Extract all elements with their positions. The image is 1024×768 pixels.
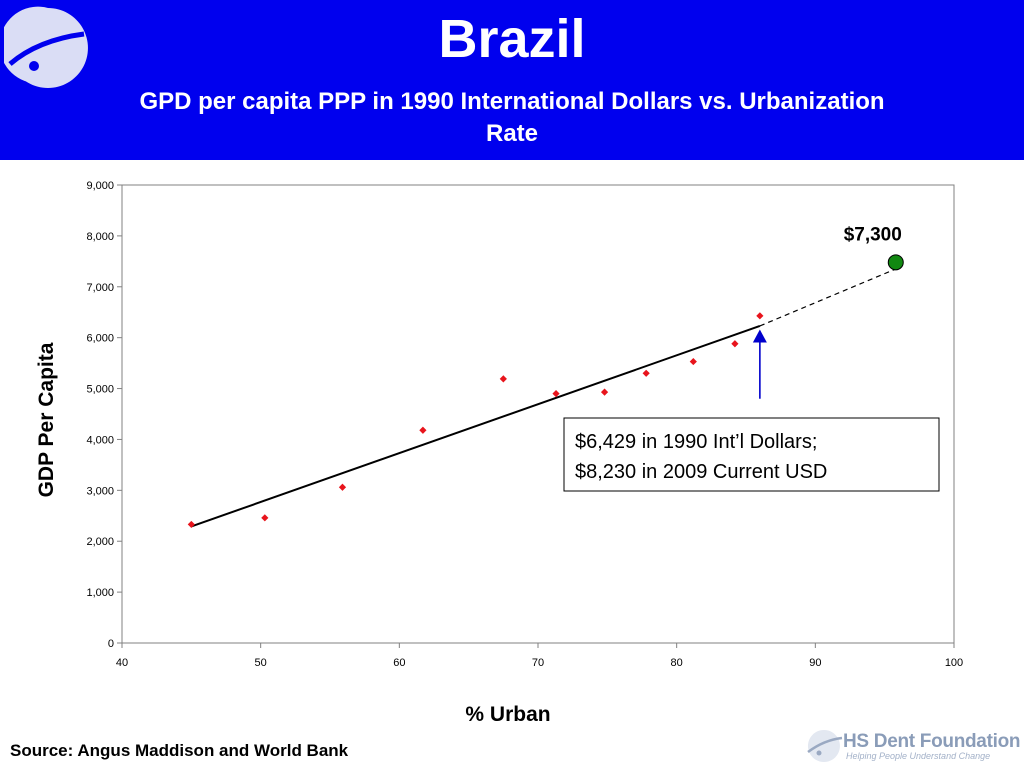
- data-point: [642, 369, 650, 377]
- footer-brand: HS Dent Foundation: [843, 731, 1021, 752]
- x-tick-label: 100: [945, 657, 963, 669]
- y-tick-label: 3,000: [86, 485, 114, 497]
- projected-point: [887, 254, 904, 271]
- data-point: [338, 483, 347, 491]
- projected-value-label: $7,300: [844, 224, 902, 245]
- y-tick-label: 1,000: [86, 587, 114, 599]
- x-axis-title: % Urban: [465, 703, 550, 726]
- data-point: [499, 375, 507, 383]
- data-point: [731, 340, 739, 348]
- data-point: [689, 357, 697, 366]
- header-banner: Brazil GPD per capita PPP in 1990 Intern…: [0, 0, 1024, 160]
- source-note: Source: Angus Maddison and World Bank: [10, 741, 349, 760]
- footer-tagline: Helping People Understand Change: [846, 751, 991, 761]
- y-tick-label: 0: [108, 638, 114, 650]
- y-tick-label: 4,000: [86, 434, 114, 446]
- y-tick-label: 8,000: [86, 231, 114, 243]
- scatter-chart: 0 1,000 2,000 3,000 4,000 5,000 6,000 7,000 8,00…: [35, 180, 963, 726]
- y-tick-label: 6,000: [86, 333, 114, 345]
- x-tick-label: 80: [671, 657, 683, 669]
- y-axis-title: GDP Per Capita: [35, 342, 58, 497]
- y-tick-label: 7,000: [86, 282, 114, 294]
- projection-line: [759, 268, 896, 327]
- plot-area: [121, 184, 955, 644]
- hs-dent-logo-icon: [807, 730, 843, 762]
- arrow-up-icon: [752, 329, 767, 343]
- foundation-logo-icon: [4, 6, 88, 88]
- x-tick-label: 90: [809, 657, 821, 669]
- data-point: [756, 312, 764, 320]
- data-point: [261, 514, 269, 522]
- page-title: Brazil: [438, 9, 586, 69]
- trend-line: [191, 325, 761, 528]
- data-point: [187, 520, 195, 529]
- annotation-line-2: $8,230 in 2009 Current USD: [575, 461, 827, 483]
- x-tick-label: 70: [532, 657, 544, 669]
- y-tick-label: 2,000: [86, 536, 114, 548]
- annotation-line-1: $6,429 in 1990 Int’l Dollars;: [575, 431, 817, 453]
- y-tick-label: 9,000: [86, 180, 114, 192]
- page-subtitle: GPD per capita PPP in 1990 International…: [139, 88, 885, 147]
- data-point: [600, 388, 609, 396]
- annotation-box: [563, 417, 940, 492]
- y-axis-ticks: 0 1,000 2,000 3,000 4,000 5,000 6,000 7,000 8,00…: [86, 180, 122, 650]
- x-tick-label: 50: [255, 657, 267, 669]
- data-point: [419, 426, 427, 434]
- x-axis-ticks: 40 50 60 70 80 90 100: [116, 643, 963, 669]
- x-tick-label: 60: [393, 657, 405, 669]
- y-tick-label: 5,000: [86, 384, 114, 396]
- x-tick-label: 40: [116, 657, 128, 669]
